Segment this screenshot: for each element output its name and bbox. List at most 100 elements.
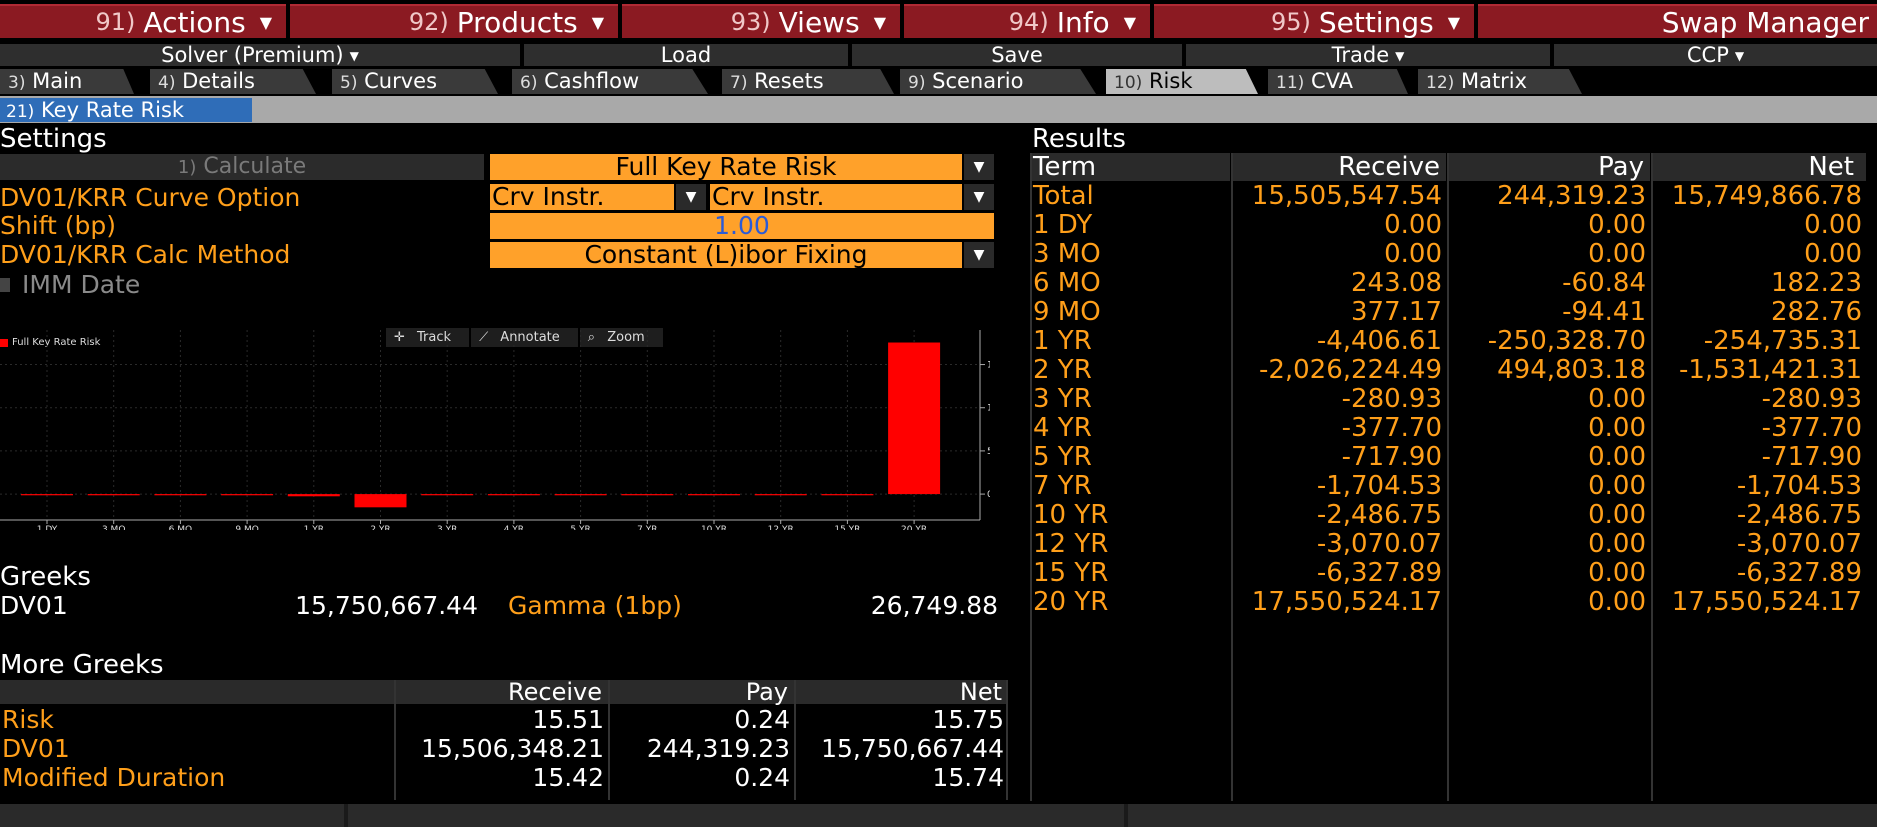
results-cell: 0.00 bbox=[1588, 558, 1646, 588]
shift-label: Shift (bp) bbox=[0, 211, 117, 240]
toolbar: Solver (Premium) ▼ Load Save Trade ▼ CCP ▼ bbox=[0, 42, 1877, 68]
results-term: 5 YR bbox=[1033, 442, 1092, 472]
curve-option-1-dropdown-icon[interactable]: ▼ bbox=[676, 184, 706, 210]
chart-bar bbox=[21, 494, 73, 496]
load-button[interactable]: Load bbox=[524, 44, 848, 66]
tab-label: CVA bbox=[1310, 69, 1354, 93]
chevron-down-icon: ▼ bbox=[591, 12, 604, 32]
results-cell: -377.70 bbox=[1761, 413, 1862, 443]
track-label: Track bbox=[409, 328, 460, 347]
subtab-label: Key Rate Risk bbox=[40, 98, 185, 122]
risk-mode-select[interactable]: Full Key Rate Risk bbox=[490, 154, 962, 180]
trade-button[interactable]: Trade ▼ bbox=[1186, 44, 1550, 66]
more-greeks-cell: 15.74 bbox=[932, 763, 1004, 792]
chevron-down-icon: ▼ bbox=[349, 49, 359, 63]
results-title: Results bbox=[1032, 124, 1126, 154]
tab-num: 3) bbox=[8, 73, 26, 93]
results-cell: 0.00 bbox=[1804, 210, 1862, 240]
menu-settings-label: Settings bbox=[1318, 5, 1434, 39]
tab-resets[interactable]: 7) Resets bbox=[722, 69, 894, 94]
gamma-label: Gamma (1bp) bbox=[508, 591, 682, 620]
tab-label: Details bbox=[182, 69, 255, 93]
tab-main[interactable]: 3) Main bbox=[0, 69, 134, 94]
tab-num: 10) bbox=[1114, 73, 1143, 93]
load-button-label: Load bbox=[660, 43, 712, 67]
menu-actions[interactable]: 91) Actions ▼ bbox=[0, 4, 286, 39]
annotate-label: Annotate bbox=[492, 328, 568, 347]
tab-bar: 3) Main 4) Details 5) Curves 6) Cashflow… bbox=[0, 68, 1877, 94]
curve-option-2-dropdown-icon[interactable]: ▼ bbox=[964, 184, 994, 210]
risk-mode-dropdown-icon[interactable]: ▼ bbox=[964, 154, 994, 180]
results-cell: 0.00 bbox=[1588, 384, 1646, 414]
tab-details[interactable]: 4) Details bbox=[150, 69, 316, 94]
results-cell: -6,327.89 bbox=[1736, 558, 1862, 588]
subtab-key-rate-risk[interactable]: 21) Key Rate Risk bbox=[0, 98, 252, 122]
more-greeks-cell: 15,506,348.21 bbox=[421, 734, 604, 763]
results-term: 3 MO bbox=[1033, 239, 1101, 269]
imm-date-checkbox[interactable] bbox=[0, 278, 10, 292]
more-greeks-row-label: Risk bbox=[2, 705, 54, 734]
curve-option-select-2[interactable]: Crv Instr. bbox=[710, 184, 962, 210]
trade-button-label: Trade bbox=[1331, 43, 1390, 67]
app-title: Swap Manager bbox=[1478, 4, 1877, 39]
menu-info[interactable]: 94) Info ▼ bbox=[904, 4, 1150, 39]
results-cell: 0.00 bbox=[1588, 471, 1646, 501]
column-divider bbox=[394, 680, 396, 800]
ccp-button-label: CCP bbox=[1686, 43, 1729, 67]
menu-settings[interactable]: 95) Settings ▼ bbox=[1154, 4, 1474, 39]
results-cell: 15,749,866.78 bbox=[1671, 181, 1862, 211]
menu-info-num: 94) bbox=[1008, 8, 1049, 36]
calculate-label: Calculate bbox=[203, 154, 307, 179]
results-header-pay: Pay bbox=[1448, 153, 1650, 181]
more-greeks-header-receive: Receive bbox=[396, 680, 608, 704]
menu-products-num: 92) bbox=[408, 8, 449, 36]
key-rate-risk-chart[interactable]: 0 5M 10M 15M 1 DY 3 MO 6 MO 9 MO 1 YR 2 YR 3 YR 4 Y… bbox=[0, 320, 990, 530]
chart-annotate-button[interactable]: ⟋ Annotate bbox=[471, 328, 578, 347]
tab-cashflow[interactable]: 6) Cashflow bbox=[512, 69, 708, 94]
tab-risk[interactable]: 10) Risk bbox=[1106, 69, 1258, 94]
tab-num: 6) bbox=[520, 73, 538, 93]
calc-method-select[interactable]: Constant (L)ibor Fixing bbox=[490, 242, 962, 268]
results-cell: 0.00 bbox=[1588, 210, 1646, 240]
y-tick-label: 10M bbox=[987, 404, 990, 414]
menu-products[interactable]: 92) Products ▼ bbox=[290, 4, 618, 39]
solver-button[interactable]: Solver (Premium) ▼ bbox=[0, 44, 520, 66]
calc-method-dropdown-icon[interactable]: ▼ bbox=[964, 242, 994, 268]
tab-matrix[interactable]: 12) Matrix bbox=[1418, 69, 1582, 94]
results-cell: -250,328.70 bbox=[1487, 326, 1646, 356]
tab-scenario[interactable]: 9) Scenario bbox=[900, 69, 1096, 94]
chart-bar bbox=[287, 494, 340, 497]
results-cell: 0.00 bbox=[1804, 239, 1862, 269]
results-cell: -2,026,224.49 bbox=[1258, 355, 1442, 385]
chart-zoom-button[interactable]: ⌕ Zoom bbox=[579, 328, 663, 347]
shift-input[interactable]: 1.00 bbox=[490, 213, 994, 239]
results-header-net: Net bbox=[1652, 153, 1866, 181]
tab-num: 9) bbox=[908, 73, 926, 93]
solver-button-label: Solver (Premium) bbox=[161, 43, 344, 67]
tab-num: 4) bbox=[158, 73, 176, 93]
ccp-button[interactable]: CCP ▼ bbox=[1554, 44, 1877, 66]
chart-track-button[interactable]: ✛ Track bbox=[386, 328, 470, 347]
curve-option-select-1[interactable]: Crv Instr. bbox=[490, 184, 674, 210]
y-tick-label: 0 bbox=[987, 490, 990, 500]
tab-curves[interactable]: 5) Curves bbox=[332, 69, 498, 94]
shift-value: 1.00 bbox=[714, 213, 770, 239]
results-cell: 0.00 bbox=[1588, 413, 1646, 443]
results-term: 2 YR bbox=[1033, 355, 1092, 385]
menu-products-label: Products bbox=[456, 5, 578, 39]
gamma-value: 26,749.88 bbox=[870, 591, 998, 620]
chevron-down-icon: ▼ bbox=[1395, 49, 1405, 63]
results-term: 4 YR bbox=[1033, 413, 1092, 443]
chevron-down-icon: ▼ bbox=[873, 12, 886, 32]
menu-bar: 91) Actions ▼ 92) Products ▼ 93) Views ▼… bbox=[0, 0, 1877, 42]
more-greeks-header-net: Net bbox=[796, 680, 1008, 704]
results-cell: 494,803.18 bbox=[1497, 355, 1646, 385]
results-term: 20 YR bbox=[1033, 587, 1109, 617]
results-cell: -3,070.07 bbox=[1316, 529, 1442, 559]
tab-cva[interactable]: 11) CVA bbox=[1268, 69, 1408, 94]
save-button[interactable]: Save bbox=[852, 44, 1182, 66]
calculate-button[interactable]: 1) Calculate bbox=[0, 154, 484, 180]
status-segment bbox=[348, 804, 1124, 827]
results-cell: 0.00 bbox=[1384, 210, 1442, 240]
menu-views[interactable]: 93) Views ▼ bbox=[622, 4, 900, 39]
